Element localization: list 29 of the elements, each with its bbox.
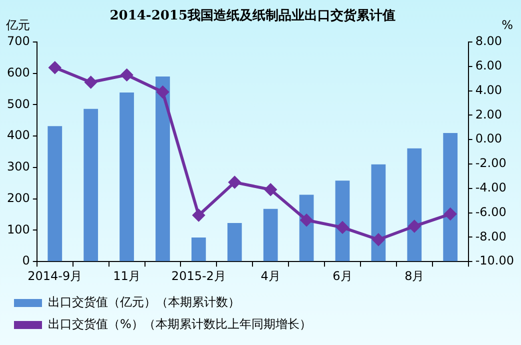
- legend-label: 出口交货值（亿元）（本期累计数）: [48, 295, 240, 310]
- y-tick-label: 600: [7, 65, 30, 80]
- y-tick-label: 700: [7, 34, 30, 48]
- y2-tick-label: -6.00: [475, 204, 506, 219]
- y-tick-label: 400: [7, 128, 30, 142]
- x-tick-label: 6月: [332, 268, 352, 283]
- y-tick-label: 300: [7, 160, 30, 174]
- y2-tick-label: 2.00: [475, 107, 502, 122]
- y2-tick-label: -8.00: [475, 229, 506, 244]
- chart-title: 2014-2015我国造纸及纸制品业出口交货累计值: [110, 7, 396, 24]
- y2-tick-label: 6.00: [475, 58, 502, 73]
- x-tick-label: 2014-9月: [28, 268, 82, 283]
- y2-tick-label: 4.00: [475, 82, 502, 97]
- y2-tick-label: 0.00: [475, 132, 502, 146]
- x-tick-label: 4月: [260, 268, 280, 283]
- y-tick-label: 500: [7, 96, 30, 111]
- y2-tick-label: -4.00: [475, 180, 506, 195]
- y2-axis-title: %: [502, 18, 513, 32]
- y2-tick-label: 8.00: [475, 34, 502, 48]
- x-tick-label: 11月: [113, 268, 140, 283]
- y-tick-label: 100: [7, 222, 30, 236]
- y2-tick-label: -10.00: [475, 254, 514, 268]
- legend-label: 出口交货值（%）（本期累计数比上年同期增长）: [48, 317, 312, 332]
- x-tick-label: 8月: [404, 268, 424, 283]
- x-tick-label: 2015-2月: [171, 268, 226, 283]
- y2-tick-label: -2.00: [475, 156, 506, 170]
- y-tick-label: 0: [22, 254, 30, 268]
- y-axis-title: 亿元: [5, 18, 30, 32]
- y-tick-label: 200: [7, 190, 30, 205]
